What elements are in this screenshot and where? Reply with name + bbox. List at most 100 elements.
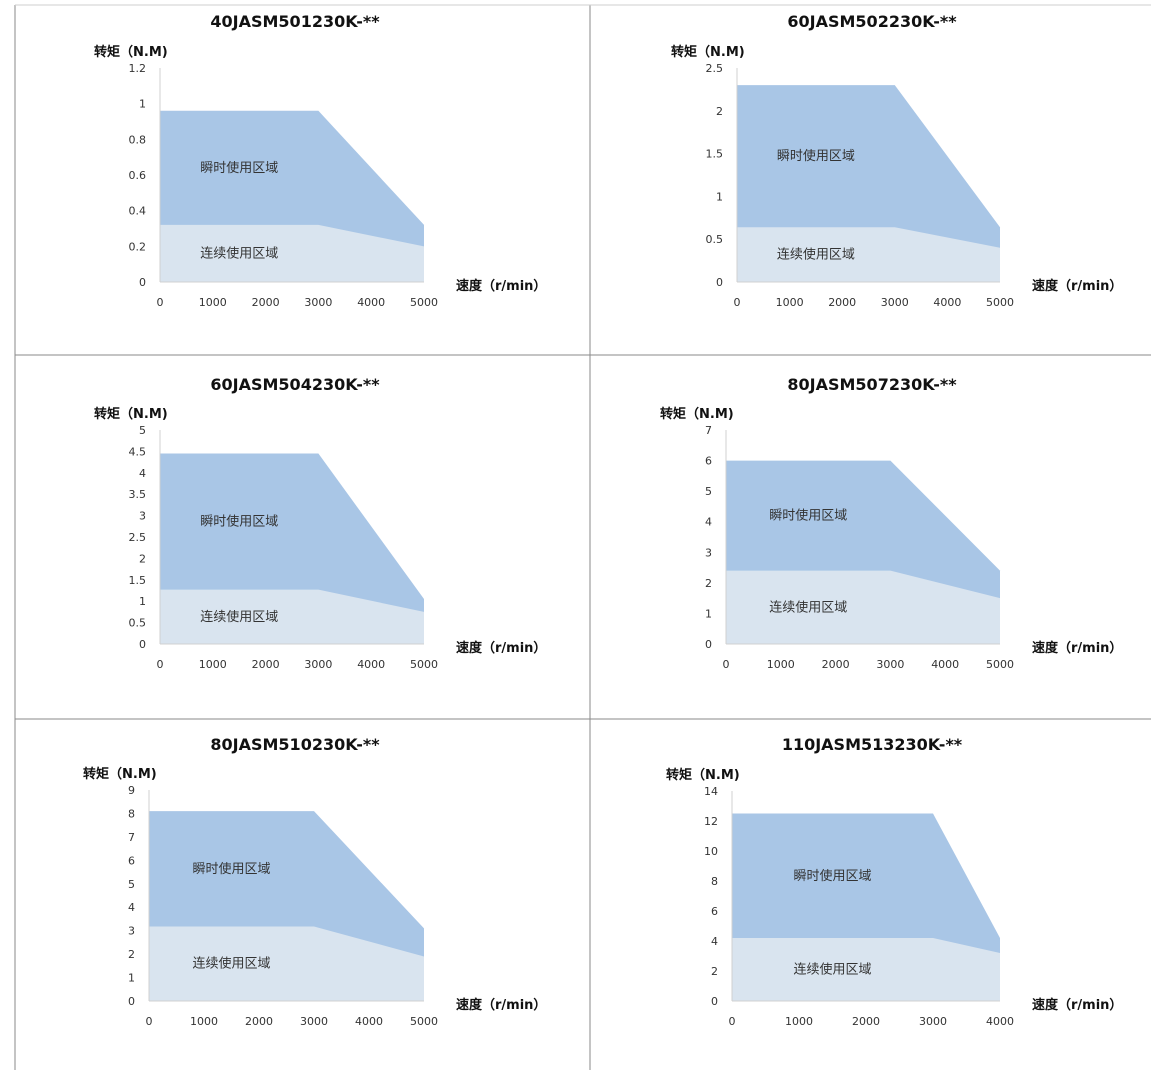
- continuous-area: [149, 926, 424, 1001]
- x-tick-label: 1000: [190, 1015, 218, 1028]
- x-tick-label: 1000: [776, 296, 804, 309]
- y-tick-label: 14: [704, 785, 718, 798]
- x-tick-label: 1000: [767, 658, 795, 671]
- y-tick-label: 4.5: [129, 445, 147, 458]
- instantaneous-region-label: 瞬时使用区域: [192, 861, 270, 877]
- y-tick-label: 0: [711, 995, 718, 1008]
- x-tick-label: 3000: [881, 296, 909, 309]
- y-tick-label: 0.4: [129, 205, 147, 218]
- x-tick-label: 3000: [304, 296, 332, 309]
- x-axis-label: 速度（r/min）: [456, 278, 546, 294]
- y-tick-label: 5: [705, 485, 712, 498]
- x-tick-label: 4000: [355, 1015, 383, 1028]
- y-tick-label: 7: [705, 424, 712, 437]
- x-tick-label: 0: [146, 1015, 153, 1028]
- y-tick-label: 0: [705, 638, 712, 651]
- y-tick-label: 2: [705, 577, 712, 590]
- instantaneous-region-label: 瞬时使用区域: [200, 160, 278, 176]
- instantaneous-region-label: 瞬时使用区域: [793, 868, 871, 884]
- y-tick-label: 6: [705, 455, 712, 468]
- x-tick-label: 0: [729, 1015, 736, 1028]
- instantaneous-region-label: 瞬时使用区域: [200, 514, 278, 530]
- continuous-area: [732, 938, 1000, 1001]
- instantaneous-region-label: 瞬时使用区域: [777, 148, 855, 164]
- y-tick-label: 5: [139, 424, 146, 437]
- y-tick-label: 2.5: [129, 531, 147, 544]
- y-tick-label: 2: [716, 105, 723, 118]
- x-tick-label: 0: [734, 296, 741, 309]
- y-tick-label: 0.2: [129, 240, 147, 253]
- y-axis-label: 转矩（N.M): [671, 44, 745, 60]
- x-tick-label: 4000: [933, 296, 961, 309]
- x-tick-label: 4000: [357, 658, 385, 671]
- x-tick-label: 2000: [245, 1015, 273, 1028]
- x-tick-label: 5000: [410, 658, 438, 671]
- x-tick-label: 1000: [785, 1015, 813, 1028]
- x-tick-label: 3000: [304, 658, 332, 671]
- y-tick-label: 3.5: [129, 488, 147, 501]
- y-tick-label: 6: [711, 905, 718, 918]
- y-tick-label: 0: [139, 276, 146, 289]
- x-tick-label: 5000: [986, 658, 1014, 671]
- y-tick-label: 0.8: [129, 133, 147, 146]
- x-tick-label: 2000: [252, 296, 280, 309]
- y-axis-label: 转矩（N.M): [666, 767, 740, 783]
- chart-title: 80JASM510230K-**: [210, 735, 380, 754]
- y-tick-label: 4: [711, 935, 718, 948]
- y-tick-label: 0.6: [129, 169, 147, 182]
- y-tick-label: 3: [705, 546, 712, 559]
- x-tick-label: 5000: [410, 296, 438, 309]
- y-tick-label: 4: [705, 516, 712, 529]
- x-axis-label: 速度（r/min）: [1032, 278, 1122, 294]
- y-axis-label: 转矩（N.M): [660, 406, 734, 422]
- y-tick-label: 2.5: [706, 62, 724, 75]
- continuous-region-label: 连续使用区域: [200, 245, 278, 261]
- y-tick-label: 1.5: [706, 148, 724, 161]
- x-tick-label: 2000: [852, 1015, 880, 1028]
- x-tick-label: 4000: [986, 1015, 1014, 1028]
- y-axis-label: 转矩（N.M): [83, 766, 157, 782]
- y-axis-label: 转矩（N.M): [94, 406, 168, 422]
- x-tick-label: 1000: [199, 296, 227, 309]
- continuous-region-label: 连续使用区域: [192, 956, 270, 972]
- x-axis-label: 速度（r/min）: [456, 640, 546, 656]
- x-tick-label: 5000: [410, 1015, 438, 1028]
- y-tick-label: 0: [128, 995, 135, 1008]
- x-axis-label: 速度（r/min）: [1032, 997, 1122, 1013]
- y-tick-label: 3: [128, 925, 135, 938]
- y-tick-label: 1.2: [129, 62, 147, 75]
- y-tick-label: 3: [139, 510, 146, 523]
- x-tick-label: 4000: [357, 296, 385, 309]
- continuous-area: [160, 224, 424, 282]
- x-tick-label: 0: [157, 658, 164, 671]
- y-tick-label: 7: [128, 831, 135, 844]
- y-tick-label: 12: [704, 815, 718, 828]
- chart-title: 80JASM507230K-**: [787, 375, 957, 394]
- continuous-area: [726, 570, 1000, 644]
- y-tick-label: 1.5: [129, 574, 147, 587]
- continuous-area: [737, 227, 1000, 282]
- chart-title: 110JASM513230K-**: [782, 735, 963, 754]
- y-tick-label: 8: [711, 875, 718, 888]
- y-tick-label: 4: [128, 901, 135, 914]
- chart-panel-4: 80JASM507230K-** 转矩（N.M) 速度（r/min） 瞬时使用区域连续…: [660, 375, 1122, 671]
- x-tick-label: 0: [157, 296, 164, 309]
- y-tick-label: 1: [705, 607, 712, 620]
- y-tick-label: 5: [128, 878, 135, 891]
- y-axis-label: 转矩（N.M): [94, 44, 168, 60]
- chart-panel-5: 80JASM510230K-** 转矩（N.M) 速度（r/min） 瞬时使用区域连续…: [83, 735, 546, 1028]
- y-tick-label: 0: [139, 638, 146, 651]
- y-tick-label: 2: [139, 552, 146, 565]
- x-axis-label: 速度（r/min）: [1032, 640, 1122, 656]
- continuous-area: [160, 589, 424, 644]
- chart-panel-3: 60JASM504230K-** 转矩（N.M) 速度（r/min） 瞬时使用区域连续…: [94, 375, 546, 671]
- y-tick-label: 0: [716, 276, 723, 289]
- instantaneous-region-label: 瞬时使用区域: [769, 508, 847, 524]
- y-tick-label: 1: [128, 972, 135, 985]
- y-tick-label: 10: [704, 845, 718, 858]
- x-tick-label: 0: [723, 658, 730, 671]
- x-tick-label: 3000: [300, 1015, 328, 1028]
- chart-panel-1: 40JASM501230K-** 转矩（N.M) 速度（r/min） 瞬时使用区域连续…: [94, 12, 546, 309]
- x-tick-label: 4000: [931, 658, 959, 671]
